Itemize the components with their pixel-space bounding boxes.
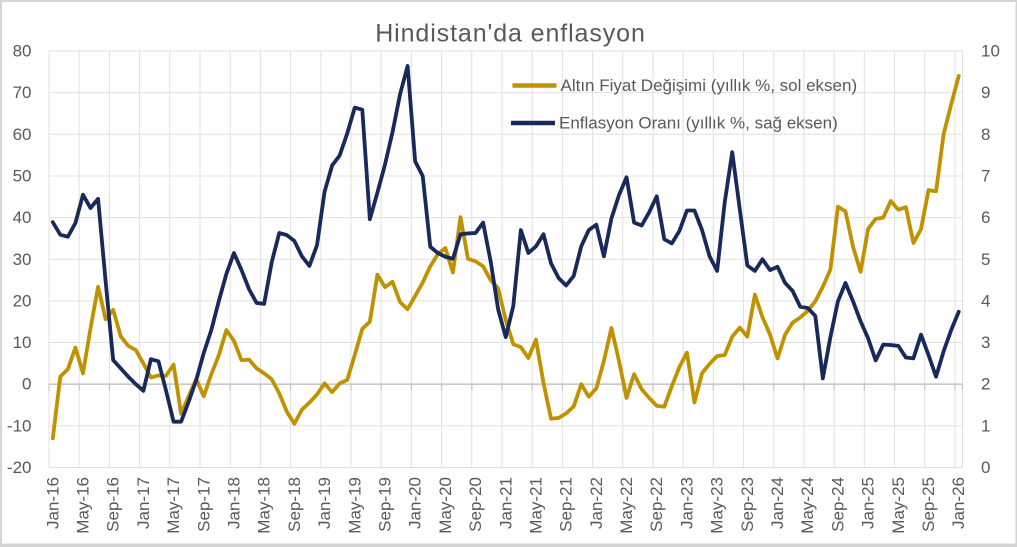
- svg-text:9: 9: [981, 83, 990, 102]
- svg-text:2: 2: [981, 375, 990, 394]
- svg-text:Sep-25: Sep-25: [919, 477, 938, 532]
- svg-text:May-20: May-20: [436, 477, 455, 534]
- svg-text:Sep-21: Sep-21: [557, 477, 576, 532]
- svg-text:20: 20: [13, 291, 32, 310]
- svg-text:-20: -20: [7, 458, 32, 477]
- svg-text:Altın Fiyat Değişimi (yıllık %: Altın Fiyat Değişimi (yıllık %, sol ekse…: [561, 76, 858, 95]
- svg-text:70: 70: [13, 83, 32, 102]
- svg-text:Sep-20: Sep-20: [466, 477, 485, 532]
- svg-text:May-17: May-17: [164, 477, 183, 534]
- svg-text:Sep-23: Sep-23: [738, 477, 757, 532]
- svg-text:Jan-26: Jan-26: [949, 477, 968, 529]
- svg-text:Jan-16: Jan-16: [43, 477, 62, 529]
- svg-text:7: 7: [981, 166, 990, 185]
- svg-text:Sep-18: Sep-18: [285, 477, 304, 532]
- svg-text:10: 10: [981, 42, 1000, 61]
- svg-text:3: 3: [981, 333, 990, 352]
- svg-text:Sep-24: Sep-24: [828, 477, 847, 532]
- svg-text:Jan-19: Jan-19: [315, 477, 334, 529]
- svg-text:May-25: May-25: [889, 477, 908, 534]
- svg-text:May-22: May-22: [617, 477, 636, 534]
- svg-text:Jan-24: Jan-24: [768, 477, 787, 529]
- svg-text:May-16: May-16: [73, 477, 92, 534]
- svg-text:Jan-18: Jan-18: [224, 477, 243, 529]
- svg-text:0: 0: [22, 375, 31, 394]
- svg-text:Sep-22: Sep-22: [647, 477, 666, 532]
- svg-text:60: 60: [13, 125, 32, 144]
- svg-text:Jan-17: Jan-17: [134, 477, 153, 529]
- svg-text:Jan-25: Jan-25: [859, 477, 878, 529]
- svg-text:Sep-17: Sep-17: [194, 477, 213, 532]
- svg-text:May-18: May-18: [255, 477, 274, 534]
- svg-text:Jan-22: Jan-22: [587, 477, 606, 529]
- svg-text:50: 50: [13, 166, 32, 185]
- svg-text:May-24: May-24: [798, 477, 817, 534]
- svg-text:Enflasyon Oranı (yıllık %, sağ: Enflasyon Oranı (yıllık %, sağ eksen): [559, 114, 838, 133]
- svg-text:May-23: May-23: [708, 477, 727, 534]
- svg-text:Jan-21: Jan-21: [496, 477, 515, 529]
- svg-text:10: 10: [13, 333, 32, 352]
- svg-text:Hindistan'da enflasyon: Hindistan'da enflasyon: [375, 20, 646, 48]
- svg-text:Jan-20: Jan-20: [406, 477, 425, 529]
- svg-text:4: 4: [981, 291, 990, 310]
- svg-text:-10: -10: [7, 416, 32, 435]
- svg-text:6: 6: [981, 208, 990, 227]
- svg-text:40: 40: [13, 208, 32, 227]
- svg-text:Jan-23: Jan-23: [677, 477, 696, 529]
- svg-text:0: 0: [981, 458, 990, 477]
- svg-text:May-21: May-21: [526, 477, 545, 534]
- svg-text:8: 8: [981, 125, 990, 144]
- svg-text:Sep-19: Sep-19: [375, 477, 394, 532]
- svg-text:30: 30: [13, 250, 32, 269]
- svg-text:80: 80: [13, 42, 32, 61]
- svg-text:5: 5: [981, 250, 990, 269]
- svg-text:May-19: May-19: [345, 477, 364, 534]
- svg-text:1: 1: [981, 416, 990, 435]
- svg-text:Sep-16: Sep-16: [104, 477, 123, 532]
